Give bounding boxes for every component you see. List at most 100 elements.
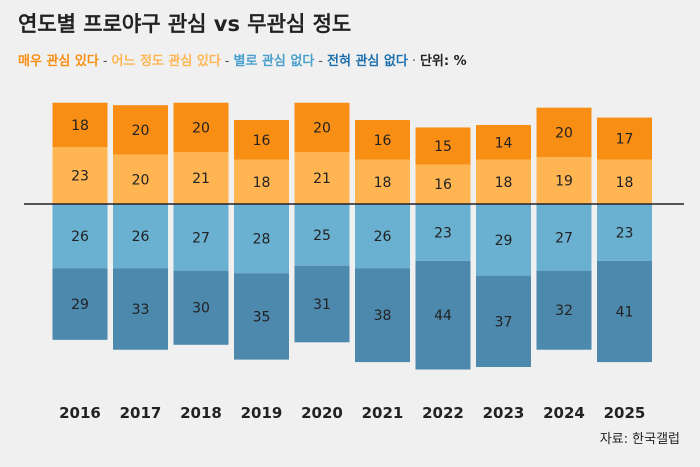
bar-very-interested xyxy=(355,120,410,160)
bar-not-at-all-interested xyxy=(476,275,531,368)
legend-separator: - xyxy=(224,54,230,69)
data-label-not-very-interested: 28 xyxy=(253,232,271,248)
data-label-not-at-all-interested: 31 xyxy=(313,297,331,313)
bar-somewhat-interested xyxy=(113,154,168,204)
data-label-not-at-all-interested: 29 xyxy=(71,297,89,313)
bar-very-interested xyxy=(415,127,471,165)
data-label-not-very-interested: 23 xyxy=(434,225,452,241)
legend-not-at-all: 전혀 관심 없다 xyxy=(327,54,408,69)
data-label-not-very-interested: 26 xyxy=(71,229,89,245)
bar-not-at-all-interested xyxy=(52,268,108,340)
data-label-very-interested: 20 xyxy=(555,125,573,141)
data-label-somewhat-interested: 21 xyxy=(313,171,331,187)
bar-not-very-interested xyxy=(597,204,652,261)
bar-somewhat-interested xyxy=(52,147,108,204)
bar-very-interested xyxy=(234,120,289,160)
bar-very-interested xyxy=(294,102,350,153)
legend-somewhat-interested: 어느 정도 관심 있다 xyxy=(111,54,221,69)
bar-not-at-all-interested xyxy=(173,270,229,345)
data-label-not-at-all-interested: 30 xyxy=(192,301,210,317)
data-label-somewhat-interested: 20 xyxy=(132,172,150,188)
data-label-not-very-interested: 27 xyxy=(555,230,573,246)
data-label-not-at-all-interested: 35 xyxy=(253,309,271,325)
bar-very-interested xyxy=(597,117,652,160)
x-tick-label: 2023 xyxy=(483,404,525,422)
legend-not-very-interested: 별로 관심 없다 xyxy=(233,54,315,69)
legend-very-interested: 매우 관심 있다 xyxy=(18,54,99,69)
chart-title: 연도별 프로야구 관심 vs 무관심 정도 xyxy=(18,12,352,36)
data-label-not-very-interested: 29 xyxy=(495,233,513,249)
bar-somewhat-interested xyxy=(173,152,229,204)
x-tick-label: 2019 xyxy=(241,404,283,422)
bar-somewhat-interested xyxy=(536,157,592,204)
bar-not-at-all-interested xyxy=(536,270,592,350)
data-label-not-at-all-interested: 32 xyxy=(555,303,573,319)
data-label-very-interested: 16 xyxy=(374,133,392,149)
bar-not-at-all-interested xyxy=(597,260,652,363)
data-label-very-interested: 20 xyxy=(132,123,150,139)
bar-not-very-interested xyxy=(52,204,108,269)
bar-very-interested xyxy=(173,102,229,153)
data-label-not-very-interested: 26 xyxy=(132,229,150,245)
bar-not-at-all-interested xyxy=(355,268,410,363)
data-label-somewhat-interested: 21 xyxy=(192,171,210,187)
bar-not-at-all-interested xyxy=(415,260,471,370)
bar-not-at-all-interested xyxy=(113,268,168,350)
x-tick-label: 2016 xyxy=(59,404,101,422)
x-tick-label: 2021 xyxy=(362,404,404,422)
data-label-very-interested: 17 xyxy=(616,132,634,148)
bar-not-at-all-interested xyxy=(294,265,350,343)
data-label-not-at-all-interested: 33 xyxy=(132,302,150,318)
bar-not-very-interested xyxy=(294,204,350,266)
bar-very-interested xyxy=(113,105,168,155)
data-label-somewhat-interested: 18 xyxy=(253,175,271,191)
bar-very-interested xyxy=(536,107,592,158)
x-tick-label: 2020 xyxy=(301,404,343,422)
data-label-not-very-interested: 25 xyxy=(313,228,331,244)
data-label-somewhat-interested: 23 xyxy=(71,169,89,185)
bar-somewhat-interested xyxy=(597,159,652,204)
bar-not-very-interested xyxy=(536,204,592,271)
legend: 매우 관심 있다 - 어느 정도 관심 있다 - 별로 관심 없다 - 전혀 관심 없다 · 단… xyxy=(18,50,467,69)
x-tick-label: 2025 xyxy=(604,404,646,422)
bar-not-very-interested xyxy=(476,204,531,276)
data-label-very-interested: 20 xyxy=(192,120,210,136)
legend-separator: - xyxy=(102,54,108,69)
data-label-somewhat-interested: 19 xyxy=(555,174,573,190)
data-label-somewhat-interested: 18 xyxy=(374,175,392,191)
data-label-not-very-interested: 27 xyxy=(192,230,210,246)
data-label-not-very-interested: 23 xyxy=(616,225,634,241)
bar-somewhat-interested xyxy=(415,164,471,204)
x-tick-label: 2022 xyxy=(422,404,464,422)
bar-very-interested xyxy=(476,124,531,160)
bar-not-at-all-interested xyxy=(234,273,289,360)
data-label-not-at-all-interested: 38 xyxy=(374,308,392,324)
bar-somewhat-interested xyxy=(294,152,350,204)
data-label-somewhat-interested: 16 xyxy=(434,177,452,193)
data-label-not-very-interested: 26 xyxy=(374,229,392,245)
data-label-not-at-all-interested: 41 xyxy=(616,304,634,320)
bar-not-very-interested xyxy=(355,204,410,269)
bar-not-very-interested xyxy=(173,204,229,271)
data-label-very-interested: 16 xyxy=(253,133,271,149)
legend-dot: · xyxy=(411,54,416,69)
data-label-somewhat-interested: 18 xyxy=(616,175,634,191)
x-tick-label: 2017 xyxy=(120,404,162,422)
bar-not-very-interested xyxy=(415,204,471,261)
data-label-very-interested: 15 xyxy=(434,139,452,155)
x-tick-label: 2018 xyxy=(180,404,222,422)
data-label-not-at-all-interested: 37 xyxy=(495,314,513,330)
source-note: 자료: 한국갤럽 xyxy=(599,432,680,447)
legend-separator: - xyxy=(318,54,323,69)
data-label-very-interested: 20 xyxy=(313,120,331,136)
bar-somewhat-interested xyxy=(355,159,410,204)
data-label-not-at-all-interested: 44 xyxy=(434,308,452,324)
bar-somewhat-interested xyxy=(234,159,289,204)
x-tick-label: 2024 xyxy=(543,404,585,422)
bar-somewhat-interested xyxy=(476,159,531,204)
legend-unit: 단위: % xyxy=(419,54,467,69)
bar-not-very-interested xyxy=(113,204,168,269)
bar-very-interested xyxy=(52,102,108,148)
bar-not-very-interested xyxy=(234,204,289,274)
